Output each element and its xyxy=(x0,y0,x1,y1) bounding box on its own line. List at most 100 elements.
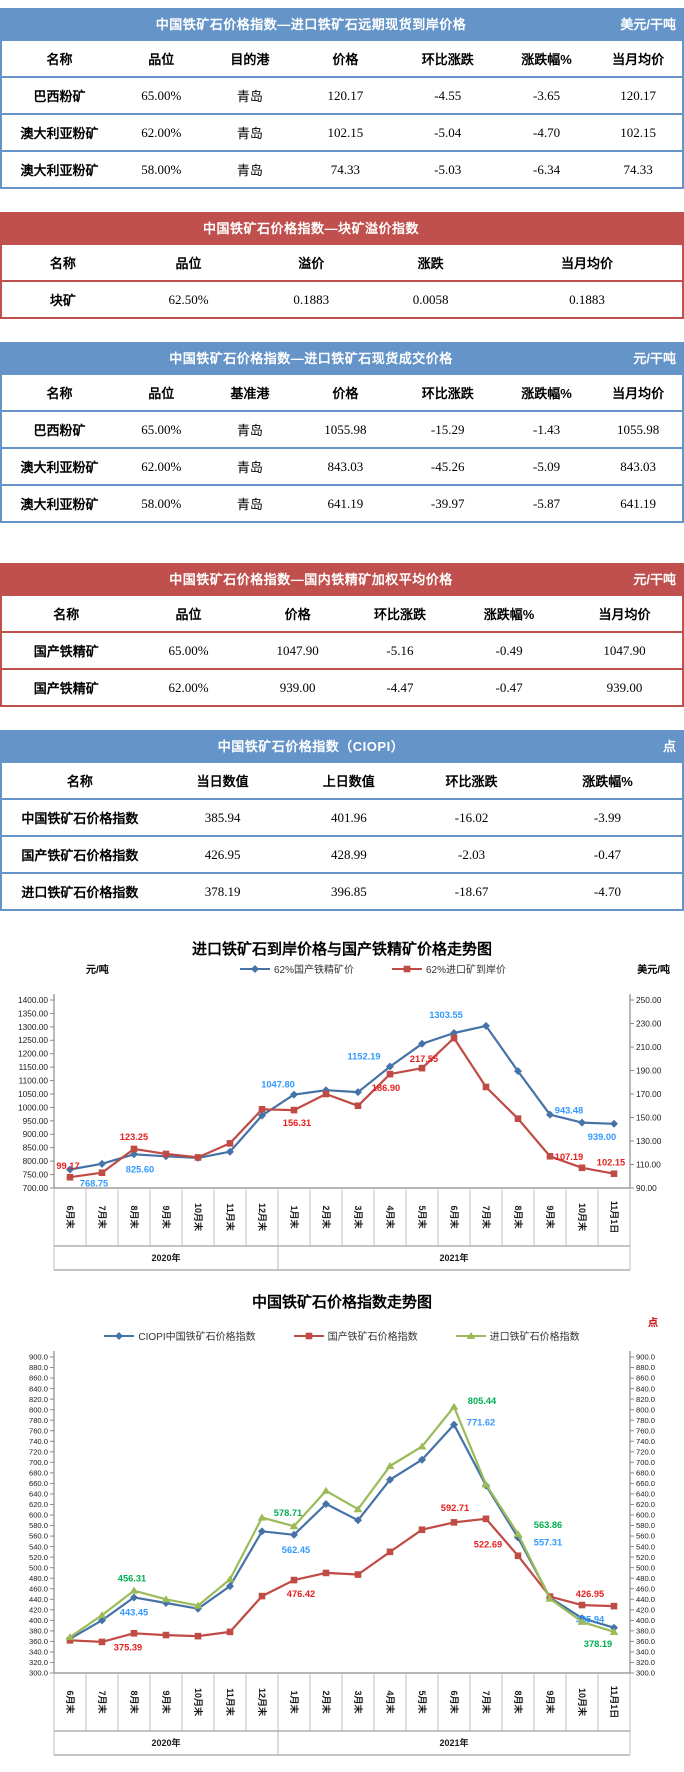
column-header: 目的港 xyxy=(205,40,295,78)
svg-text:1152.19: 1152.19 xyxy=(347,1052,380,1062)
svg-text:2021年: 2021年 xyxy=(439,1252,468,1263)
value-cell: 843.03 xyxy=(594,447,683,485)
svg-text:11月末: 11月末 xyxy=(225,1203,236,1232)
value-cell: 58.00% xyxy=(116,484,206,522)
svg-text:480.0: 480.0 xyxy=(636,1574,655,1583)
value-cell: -5.03 xyxy=(396,150,499,188)
column-header: 当月均价 xyxy=(492,244,683,282)
column-header: 环比涨跌 xyxy=(396,40,499,78)
svg-text:780.0: 780.0 xyxy=(29,1416,48,1425)
svg-text:760.0: 760.0 xyxy=(636,1426,655,1435)
svg-text:660.0: 660.0 xyxy=(636,1479,655,1488)
svg-text:170.00: 170.00 xyxy=(636,1089,662,1099)
svg-text:620.0: 620.0 xyxy=(636,1500,655,1509)
svg-text:4月末: 4月末 xyxy=(385,1690,396,1714)
value-cell: 641.19 xyxy=(294,484,397,522)
svg-text:1150.00: 1150.00 xyxy=(19,1062,49,1072)
svg-text:520.0: 520.0 xyxy=(29,1553,48,1562)
legend-label: 62%进口矿到岸价 xyxy=(426,965,507,976)
svg-text:768.75: 768.75 xyxy=(80,1179,108,1189)
svg-text:580.0: 580.0 xyxy=(636,1521,655,1530)
axis-unit: 点 xyxy=(648,1318,658,1329)
svg-text:500.0: 500.0 xyxy=(636,1563,655,1572)
legend-item: 进口铁矿石价格指数 xyxy=(455,1328,580,1343)
svg-text:760.0: 760.0 xyxy=(29,1426,48,1435)
svg-text:1100.00: 1100.00 xyxy=(19,1075,49,1085)
column-header: 价格 xyxy=(294,374,397,412)
svg-text:540.0: 540.0 xyxy=(29,1542,48,1551)
table-ciopi-index: 中国铁矿石价格指数（CIOPI） 点 名称 当日数值 上日数值 环比涨跌 涨跌幅% 中国铁… xyxy=(0,730,684,911)
svg-text:378.19: 378.19 xyxy=(584,1639,612,1649)
svg-text:771.62: 771.62 xyxy=(467,1418,495,1428)
column-header: 当月均价 xyxy=(594,374,683,412)
svg-text:500.0: 500.0 xyxy=(29,1563,48,1572)
svg-text:740.0: 740.0 xyxy=(29,1437,48,1446)
svg-text:880.0: 880.0 xyxy=(636,1363,655,1372)
value-cell: -16.02 xyxy=(454,809,489,825)
column-header: 价格 xyxy=(246,595,349,633)
column-header: 品位 xyxy=(116,40,206,78)
svg-text:130.00: 130.00 xyxy=(636,1136,662,1146)
column-header: 名称 xyxy=(1,762,158,800)
svg-text:460.0: 460.0 xyxy=(636,1584,655,1593)
column-header: 涨跌幅% xyxy=(451,595,568,633)
triangle-marker-icon xyxy=(455,1331,486,1339)
value-cell: -4.55 xyxy=(434,87,462,103)
svg-text:250.00: 250.00 xyxy=(636,995,662,1005)
svg-text:540.0: 540.0 xyxy=(636,1542,655,1551)
table-title: 中国铁矿石价格指数—进口铁矿石现货成交价格 xyxy=(169,351,453,366)
svg-text:1月末: 1月末 xyxy=(289,1205,300,1229)
table-unit: 美元/干吨 xyxy=(620,17,676,32)
svg-text:3月末: 3月末 xyxy=(353,1690,364,1714)
column-header: 涨跌 xyxy=(369,244,493,282)
row-name-cell: 国产铁精矿 xyxy=(33,644,99,659)
svg-text:10月末: 10月末 xyxy=(577,1688,588,1717)
svg-text:840.0: 840.0 xyxy=(29,1384,48,1393)
svg-text:340.0: 340.0 xyxy=(636,1648,655,1657)
table-row: 国产铁矿石价格指数 426.95 428.99 -2.03 -0.47 xyxy=(1,835,683,873)
svg-text:640.0: 640.0 xyxy=(29,1490,48,1499)
column-header: 当日数值 xyxy=(157,762,288,800)
value-cell: -4.70 xyxy=(532,872,683,910)
svg-text:102.15: 102.15 xyxy=(597,1158,625,1168)
svg-text:700.0: 700.0 xyxy=(636,1458,655,1467)
value-cell: 58.00% xyxy=(116,150,206,188)
legend-label: 进口铁矿石价格指数 xyxy=(489,1332,580,1343)
svg-text:12月末: 12月末 xyxy=(257,1203,268,1232)
chart-legend: CIOPI中国铁矿石价格指数 国产铁矿石价格指数 进口铁矿石价格指数 xyxy=(0,1328,684,1343)
svg-text:6月末: 6月末 xyxy=(449,1690,460,1714)
value-cell: 青岛 xyxy=(236,89,263,104)
svg-text:150.00: 150.00 xyxy=(636,1112,662,1122)
svg-text:440.0: 440.0 xyxy=(29,1595,48,1604)
table-title: 中国铁矿石价格指数—进口铁矿石远期现货到岸价格 xyxy=(155,17,467,32)
svg-text:4月末: 4月末 xyxy=(385,1205,396,1229)
row-name-cell: 国产铁矿石价格指数 xyxy=(1,835,158,873)
svg-text:217.55: 217.55 xyxy=(410,1054,438,1064)
table-import-spot-transaction-price: 中国铁矿石价格指数—进口铁矿石现货成交价格 元/干吨 名称 品位 基准港 价格 环比涨跌… xyxy=(0,342,684,523)
table-title-bar: 中国铁矿石价格指数—块矿溢价指数 xyxy=(0,212,684,243)
table-title-bar: 中国铁矿石价格指数—进口铁矿石远期现货到岸价格 美元/干吨 xyxy=(0,8,684,39)
svg-text:520.0: 520.0 xyxy=(636,1553,655,1562)
legend-item: CIOPI中国铁矿石价格指数 xyxy=(104,1328,256,1343)
svg-text:7月末: 7月末 xyxy=(481,1205,492,1229)
svg-text:1303.55: 1303.55 xyxy=(429,1010,463,1020)
svg-text:950.00: 950.00 xyxy=(23,1116,49,1126)
square-marker-icon xyxy=(293,1332,324,1339)
svg-text:8月末: 8月末 xyxy=(513,1690,524,1714)
svg-text:800.00: 800.00 xyxy=(23,1156,49,1166)
svg-text:10月末: 10月末 xyxy=(577,1203,588,1232)
row-name-cell: 巴西粉矿 xyxy=(33,89,86,104)
table-row: 块矿 62.50% 0.1883 0.0058 0.1883 xyxy=(1,281,683,318)
value-cell: -0.47 xyxy=(451,668,568,706)
table-row: 中国铁矿石价格指数 385.94 401.96 -16.02 -3.99 xyxy=(1,799,683,836)
value-cell: 62.00% xyxy=(130,668,247,706)
value-cell: 428.99 xyxy=(287,835,411,873)
table-unit: 元/干吨 xyxy=(633,572,676,587)
svg-text:660.0: 660.0 xyxy=(29,1479,48,1488)
column-header: 品位 xyxy=(123,244,254,282)
value-cell: 1055.98 xyxy=(324,421,367,437)
column-header: 当月均价 xyxy=(594,40,683,78)
diamond-marker-icon xyxy=(239,964,270,973)
table-title-bar: 中国铁矿石价格指数—进口铁矿石现货成交价格 元/干吨 xyxy=(0,342,684,373)
value-cell: 青岛 xyxy=(205,113,295,151)
